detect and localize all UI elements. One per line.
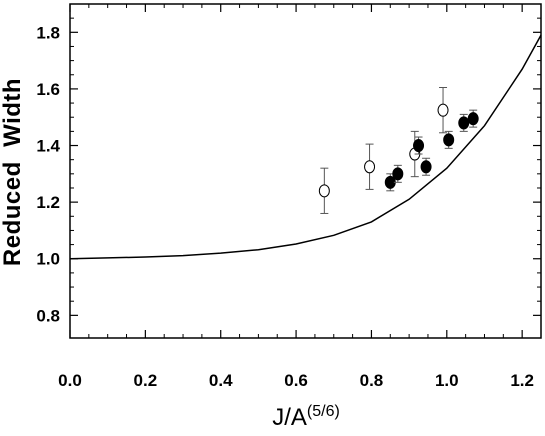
filled-circle-marker xyxy=(392,167,404,181)
open-circle-marker xyxy=(437,103,449,117)
x-axis-tick-labels: 0.0 0.2 0.4 0.6 0.8 1.0 1.2 xyxy=(58,371,534,390)
x-tick-label: 0.0 xyxy=(58,371,82,390)
filled-circle-marker xyxy=(420,160,432,174)
x-tick-label: 1.0 xyxy=(435,371,459,390)
open-data-point xyxy=(318,167,330,214)
filled-data-point xyxy=(443,130,455,149)
x-axis-title-main: J/A xyxy=(272,404,307,431)
filled-data-point xyxy=(467,109,479,128)
filled-circle-marker xyxy=(413,139,425,153)
y-tick-label: 1.2 xyxy=(36,193,60,212)
open-circle-marker xyxy=(364,160,376,174)
y-tick-label: 1.6 xyxy=(36,80,60,99)
x-tick-label: 1.2 xyxy=(510,371,534,390)
filled-data-point xyxy=(420,157,432,176)
filled-data-point xyxy=(384,173,396,192)
open-data-point xyxy=(364,143,376,190)
y-axis-title: Reduced Width xyxy=(0,78,26,266)
model-curve-layer xyxy=(69,34,542,260)
x-axis-title-superscript: (5/6) xyxy=(307,403,340,420)
filled-circle-marker xyxy=(458,116,470,130)
x-tick-label: 0.4 xyxy=(209,371,233,390)
data-points-layer xyxy=(318,87,479,214)
open-circle-marker xyxy=(318,184,330,198)
y-tick-label: 1.8 xyxy=(36,23,60,42)
filled-data-point xyxy=(413,136,425,155)
x-tick-label: 0.6 xyxy=(284,371,308,390)
filled-data-point xyxy=(458,113,470,132)
x-tick-label: 0.8 xyxy=(360,371,384,390)
x-tick-label: 0.2 xyxy=(134,371,158,390)
y-axis-ticks xyxy=(70,17,541,316)
filled-data-point xyxy=(392,164,404,183)
y-axis-tick-labels: 0.8 1.0 1.2 1.4 1.6 1.8 xyxy=(36,23,60,325)
x-axis-title: J/A(5/6) xyxy=(272,403,340,431)
y-tick-label: 1.0 xyxy=(36,250,60,269)
y-tick-label: 0.8 xyxy=(36,306,60,325)
x-axis-ticks xyxy=(69,4,542,338)
filled-circle-marker xyxy=(467,112,479,126)
plot-frame xyxy=(69,3,542,339)
filled-circle-marker xyxy=(443,133,455,147)
y-tick-label: 1.4 xyxy=(36,137,60,156)
open-data-point xyxy=(437,87,449,134)
model-curve xyxy=(69,34,542,260)
